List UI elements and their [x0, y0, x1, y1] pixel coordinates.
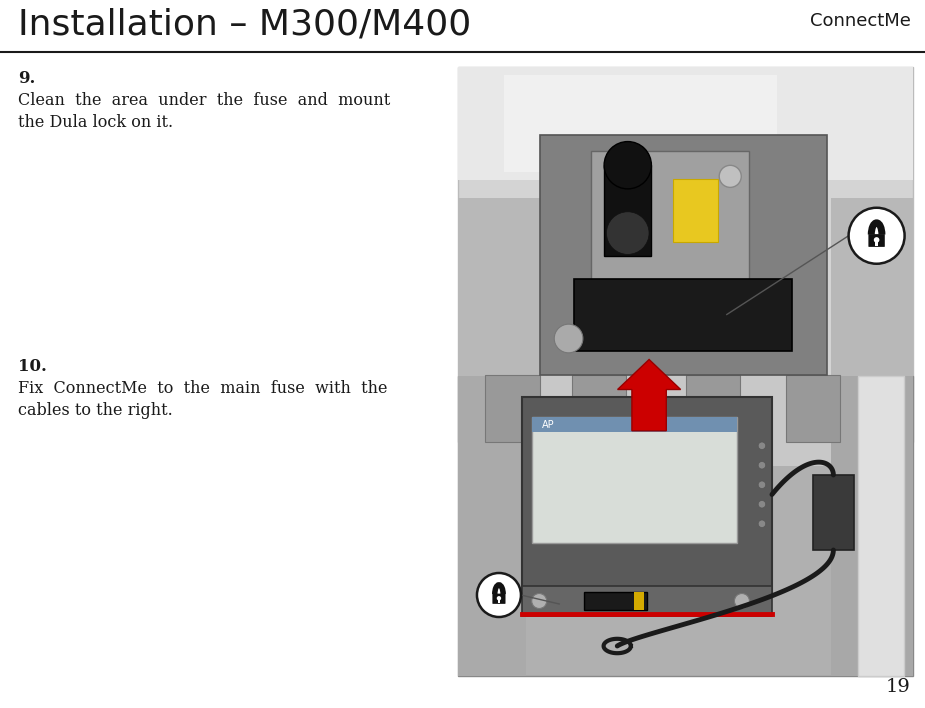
Text: 10.: 10.	[18, 358, 47, 375]
Circle shape	[758, 462, 766, 469]
FancyBboxPatch shape	[869, 234, 885, 247]
Bar	[503, 74, 776, 172]
Circle shape	[604, 142, 651, 189]
Circle shape	[720, 166, 741, 188]
Bar	[813, 475, 854, 550]
Bar	[532, 416, 737, 543]
Circle shape	[758, 481, 766, 489]
Bar	[572, 375, 626, 442]
Circle shape	[532, 593, 547, 608]
Bar	[458, 67, 913, 442]
Bar	[498, 600, 500, 603]
Text: cables to the right.: cables to the right.	[18, 402, 173, 419]
Circle shape	[554, 324, 583, 353]
Circle shape	[758, 442, 766, 450]
Bar	[540, 135, 827, 375]
Bar	[604, 165, 651, 256]
Circle shape	[607, 212, 649, 254]
FancyBboxPatch shape	[492, 593, 505, 604]
Circle shape	[758, 501, 766, 508]
Bar	[458, 376, 526, 676]
Bar	[585, 592, 647, 610]
Bar	[875, 242, 878, 246]
Bar	[858, 376, 904, 676]
Text: the Dula lock on it.: the Dula lock on it.	[18, 114, 173, 131]
Bar	[458, 67, 913, 180]
Bar	[522, 586, 772, 616]
Circle shape	[874, 237, 880, 243]
Bar	[673, 179, 718, 241]
Text: ConnectMe: ConnectMe	[810, 12, 911, 30]
Bar	[458, 198, 540, 423]
Bar	[785, 375, 840, 442]
Bar	[532, 416, 737, 432]
Text: AP: AP	[542, 421, 555, 430]
Bar	[635, 592, 644, 610]
Bar	[458, 376, 913, 676]
Text: Clean  the  area  under  the  fuse  and  mount: Clean the area under the fuse and mount	[18, 92, 390, 109]
Bar	[685, 375, 740, 442]
Bar	[831, 376, 913, 676]
Bar	[591, 152, 749, 290]
Bar	[574, 278, 792, 350]
Circle shape	[497, 596, 501, 600]
Bar	[486, 375, 540, 442]
Text: 9.: 9.	[18, 70, 35, 87]
Bar	[458, 376, 913, 466]
Circle shape	[758, 520, 766, 527]
Text: 19: 19	[886, 678, 911, 696]
Circle shape	[734, 593, 749, 608]
Text: Fix  ConnectMe  to  the  main  fuse  with  the: Fix ConnectMe to the main fuse with the	[18, 380, 388, 397]
Text: Installation – M300/M400: Installation – M300/M400	[18, 8, 471, 42]
Bar	[522, 397, 772, 592]
Circle shape	[477, 573, 521, 617]
Bar	[831, 198, 913, 423]
FancyArrow shape	[618, 360, 681, 430]
Circle shape	[848, 207, 905, 264]
